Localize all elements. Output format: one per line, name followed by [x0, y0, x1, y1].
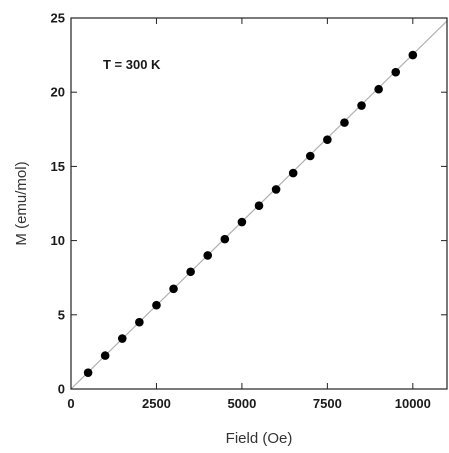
x-tick-label: 10000: [395, 396, 431, 411]
y-tick-label: 0: [58, 382, 65, 397]
y-tick-label: 5: [58, 307, 65, 322]
plot-frame: [70, 17, 448, 390]
data-point: [271, 185, 281, 194]
data-point: [357, 101, 366, 110]
y-tick-label: 20: [51, 85, 65, 100]
data-point: [391, 67, 401, 77]
data-point: [237, 217, 247, 227]
data-point: [305, 151, 315, 161]
data-point: [340, 118, 349, 127]
data-point: [374, 84, 383, 94]
data-point: [83, 368, 93, 377]
data-point: [100, 351, 110, 360]
x-tick-label: 2500: [142, 396, 171, 411]
data-point: [254, 201, 264, 211]
data-point: [203, 251, 213, 260]
temperature-annotation: T = 300 K: [103, 57, 161, 72]
data-point: [288, 168, 298, 178]
x-tick-label: 5000: [227, 396, 256, 411]
axis-ticks: 0 2500 5000 7500 10000 0 5 10 15 20 25: [51, 11, 447, 411]
x-tick-label: 0: [67, 396, 74, 411]
x-tick-label: 7500: [313, 396, 342, 411]
data-point: [323, 135, 332, 144]
data-point: [169, 284, 178, 294]
data-point: [135, 317, 144, 327]
data-point: [152, 300, 161, 310]
y-tick-label: 10: [51, 233, 65, 248]
y-axis-label: M (emu/mol): [13, 161, 30, 245]
x-axis-label: Field (Oe): [226, 430, 293, 447]
data-point: [408, 50, 418, 60]
y-tick-label: 15: [51, 159, 65, 174]
data-point: [186, 267, 195, 277]
data-point: [117, 334, 127, 343]
y-tick-label: 25: [51, 11, 65, 26]
data-points: [83, 50, 418, 377]
data-point: [220, 234, 230, 244]
